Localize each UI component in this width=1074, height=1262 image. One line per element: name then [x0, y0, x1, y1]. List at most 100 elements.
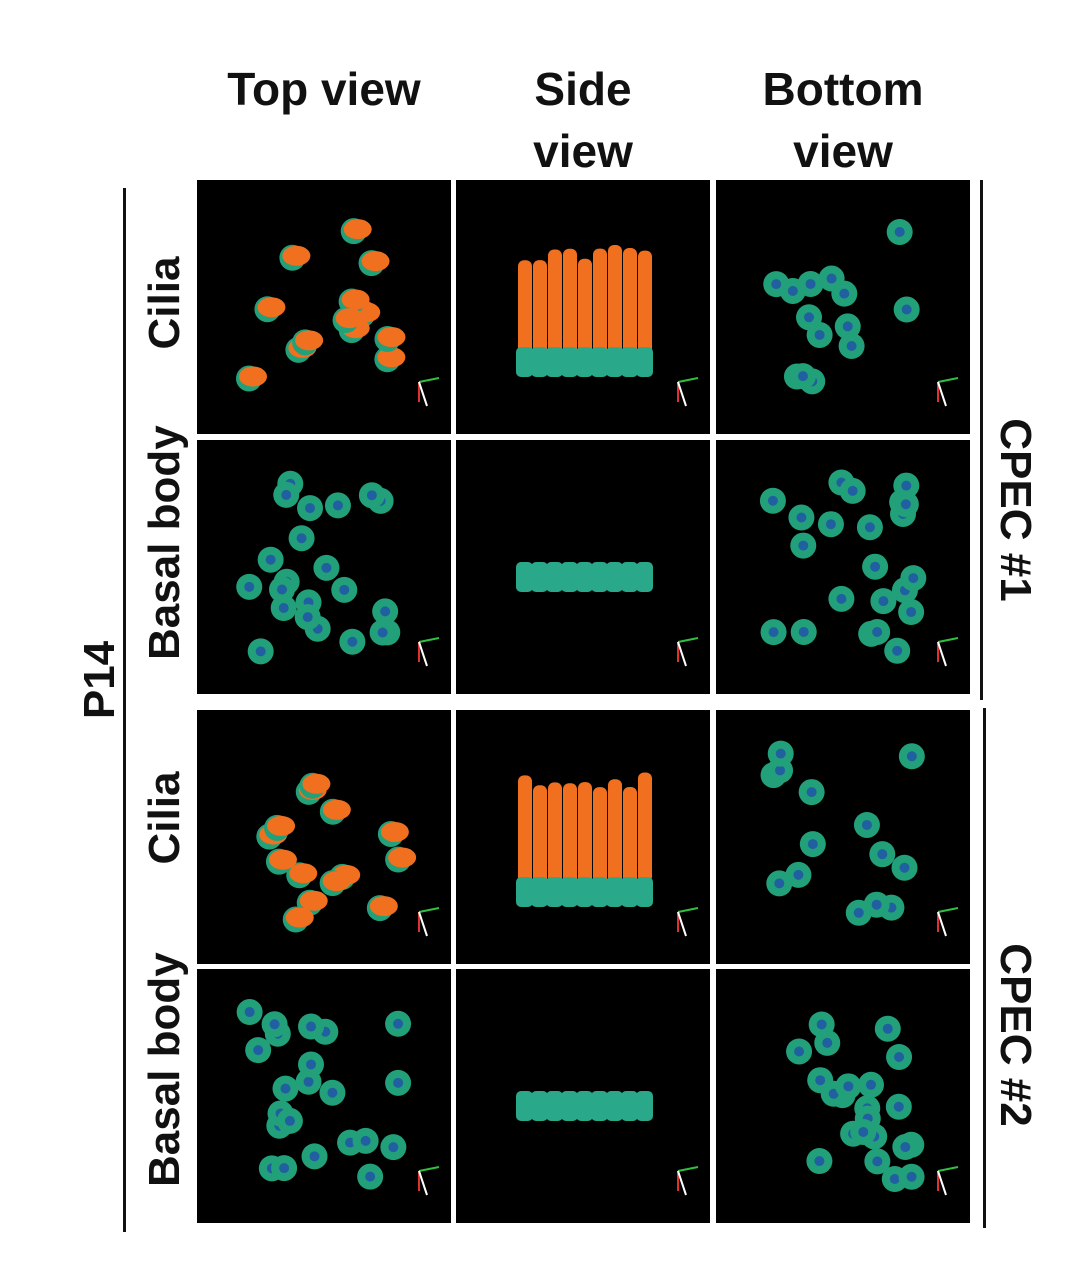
micrograph	[716, 710, 970, 964]
cell-core	[339, 584, 350, 595]
cell-core	[366, 490, 377, 501]
cilium	[282, 245, 311, 266]
cell-core	[345, 1137, 356, 1148]
cell-core	[365, 1171, 376, 1182]
row-label: Basal body	[140, 952, 189, 1187]
cell-core	[814, 329, 825, 340]
row-label: Cilia	[140, 771, 189, 865]
cell-core	[797, 371, 808, 382]
cell-core	[775, 765, 786, 776]
divider	[983, 708, 986, 1228]
axis	[937, 377, 959, 383]
cell-core	[872, 1156, 883, 1167]
axis	[937, 637, 959, 643]
cell-core	[864, 522, 875, 533]
micrograph	[197, 440, 451, 694]
axis	[677, 911, 687, 937]
micrograph-image	[763, 218, 959, 407]
row-label: Basal body	[140, 425, 189, 660]
micrograph	[456, 440, 710, 694]
axis	[418, 1166, 440, 1172]
cilium	[267, 815, 296, 836]
cell-core	[858, 1126, 869, 1137]
divider	[980, 180, 983, 700]
cell-core	[865, 1079, 876, 1090]
cell-core	[871, 899, 882, 910]
cell-core	[878, 596, 889, 607]
cilium	[268, 849, 297, 870]
cell-core	[774, 878, 785, 889]
axis	[937, 1170, 947, 1196]
cell-core	[906, 751, 917, 762]
cell-core	[377, 627, 388, 638]
axis	[677, 641, 687, 667]
divider	[123, 188, 126, 1232]
cell-core	[793, 869, 804, 880]
cell	[576, 877, 593, 907]
cell-core	[244, 1007, 255, 1018]
group-label: CPEC #1	[991, 418, 1040, 602]
column-header: Top view	[227, 63, 421, 115]
cell	[606, 1091, 623, 1121]
micrograph	[456, 710, 710, 964]
cell-core	[847, 485, 858, 496]
cilium	[299, 890, 328, 911]
cell-core	[892, 645, 903, 656]
axis	[418, 907, 440, 913]
cell-core	[277, 584, 288, 595]
cell-core	[846, 340, 857, 351]
cell-core	[893, 1101, 904, 1112]
cell-core	[253, 1045, 264, 1056]
cell	[516, 1091, 533, 1121]
cell-core	[269, 1019, 280, 1030]
cell-core	[321, 562, 332, 573]
cell-core	[278, 602, 289, 613]
cell-core	[816, 1019, 827, 1030]
cell	[636, 1091, 653, 1121]
cell	[561, 562, 578, 592]
cell	[531, 347, 548, 377]
cell	[531, 1091, 548, 1121]
cilium	[563, 248, 577, 359]
micrograph-image	[516, 245, 699, 407]
cilium	[343, 219, 372, 240]
cell-core	[794, 1046, 805, 1057]
cell-core	[244, 581, 255, 592]
cell-core	[305, 503, 316, 514]
micrograph-image	[236, 470, 440, 667]
axis	[418, 381, 428, 407]
cell	[576, 1091, 593, 1121]
cell-core	[894, 226, 905, 237]
cell-core	[899, 862, 910, 873]
cell-core	[767, 495, 778, 506]
cell	[561, 1091, 578, 1121]
cell-core	[901, 480, 912, 491]
micrograph	[197, 710, 451, 964]
cilium	[608, 245, 622, 356]
cilium	[563, 783, 577, 894]
cell-core	[889, 1174, 900, 1185]
cilium	[377, 347, 406, 368]
cell	[546, 877, 563, 907]
cell-core	[839, 288, 850, 299]
micrograph	[456, 180, 710, 434]
axis	[937, 1166, 959, 1172]
cell	[606, 347, 623, 377]
axis	[937, 381, 947, 407]
cilium	[548, 782, 562, 893]
micrograph-image	[516, 772, 699, 937]
cilium	[388, 847, 417, 868]
cell-core	[806, 787, 817, 798]
cell-core	[255, 646, 266, 657]
cell-core	[826, 273, 837, 284]
cell-core	[814, 1156, 825, 1167]
cell	[546, 347, 563, 377]
cell	[591, 562, 608, 592]
cilium	[322, 871, 351, 892]
cilium	[380, 821, 409, 842]
cell-core	[281, 489, 292, 500]
micrograph-image	[760, 740, 959, 937]
axis	[418, 377, 440, 383]
cilium	[533, 785, 547, 896]
micrograph	[197, 180, 451, 434]
